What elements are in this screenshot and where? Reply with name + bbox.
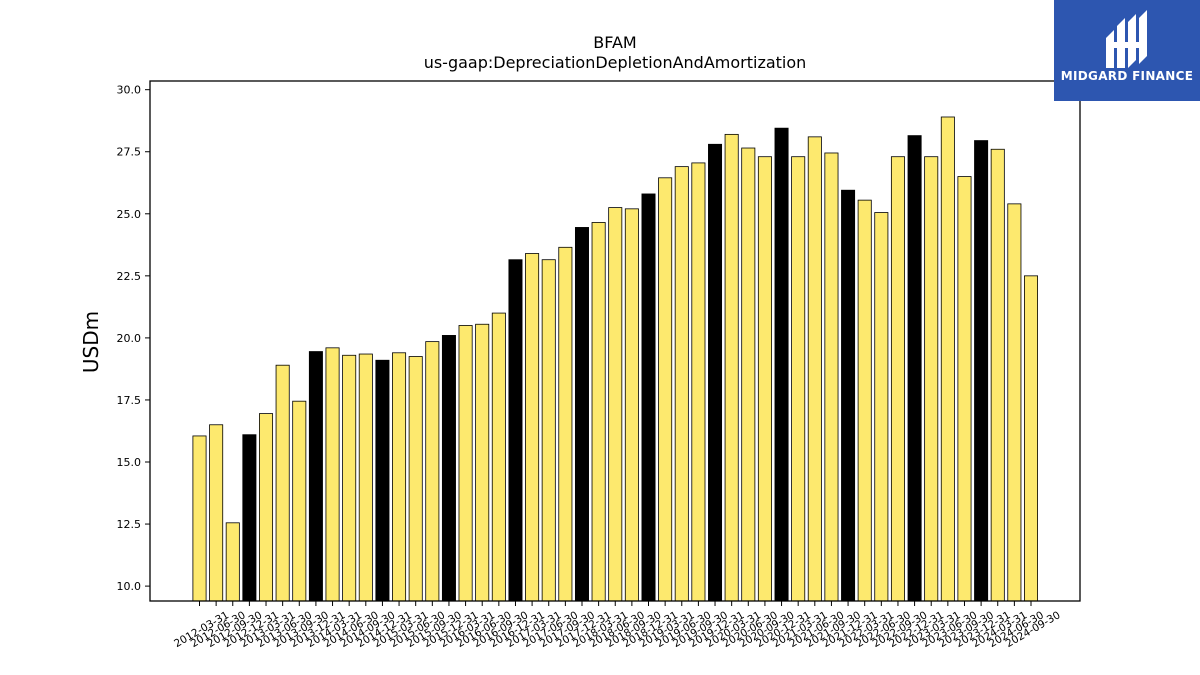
bar: [475, 323, 490, 602]
bar: [441, 335, 456, 602]
y-tick-label: 20.0: [117, 332, 142, 345]
bar: [375, 359, 390, 602]
bar: [342, 354, 357, 602]
bar: [358, 353, 373, 602]
bar: [708, 143, 723, 602]
bar: [491, 312, 506, 602]
bar: [841, 189, 856, 602]
bar: [624, 208, 639, 602]
y-tick-label: 22.5: [117, 270, 142, 283]
bar: [408, 356, 423, 602]
y-tick-label: 15.0: [117, 456, 142, 469]
chart-subtitle: us-gaap:DepreciationDepletionAndAmortiza…: [424, 53, 807, 72]
bar: [990, 148, 1005, 602]
bar: [874, 212, 889, 602]
bar: [658, 177, 673, 602]
bar: [757, 156, 772, 602]
bar: [508, 259, 523, 602]
bar: [741, 147, 756, 602]
bar: [724, 133, 739, 602]
bar: [807, 136, 822, 602]
bar: [308, 351, 323, 602]
bar: [957, 176, 972, 602]
y-tick-label: 17.5: [117, 394, 142, 407]
y-tick-label: 27.5: [117, 146, 142, 159]
bar: [924, 156, 939, 602]
brand-logo: MIDGARD FINANCE: [1054, 0, 1200, 101]
y-axis-label: USDm: [79, 311, 103, 373]
bar: [1007, 203, 1022, 602]
y-tick-label: 12.5: [117, 518, 142, 531]
chart-title: BFAM: [593, 33, 636, 52]
y-tick-label: 10.0: [117, 580, 142, 593]
y-axis: 10.0 12.5 15.0 17.5 20.0 22.5 25.0 27.5 30.0: [117, 84, 150, 593]
bars-group: [192, 116, 1039, 602]
bar: [907, 135, 922, 602]
bar: [425, 341, 440, 602]
bar: [225, 522, 240, 602]
bar: [192, 435, 207, 602]
bar: [774, 127, 789, 602]
bar: [525, 253, 540, 602]
x-axis: 2012-03-312012-06-302012-09-302012-12-31…: [172, 601, 1063, 650]
bar: [641, 193, 656, 602]
bar: [691, 162, 706, 602]
bar: [574, 227, 589, 602]
y-tick-label: 30.0: [117, 84, 142, 97]
bar: [1024, 275, 1039, 602]
bar: [209, 424, 224, 602]
bar: [591, 222, 606, 602]
midgard-logo-icon: [1106, 10, 1147, 68]
bar: [974, 140, 989, 602]
bar: [259, 413, 274, 602]
brand-name: MIDGARD FINANCE: [1060, 69, 1194, 83]
bar: [275, 364, 290, 602]
y-tick-label: 25.0: [117, 208, 142, 221]
bar: [292, 400, 307, 602]
bar: [791, 156, 806, 602]
bar: [940, 116, 955, 602]
bar: [392, 352, 407, 602]
bar: [824, 152, 839, 602]
bar: [857, 199, 872, 602]
bar: [674, 166, 689, 602]
bar: [541, 259, 556, 602]
bar: [325, 347, 340, 602]
bar: [608, 207, 623, 602]
bar: [458, 325, 473, 602]
bar: [242, 434, 257, 602]
bar: [558, 246, 573, 602]
bar: [890, 156, 905, 602]
